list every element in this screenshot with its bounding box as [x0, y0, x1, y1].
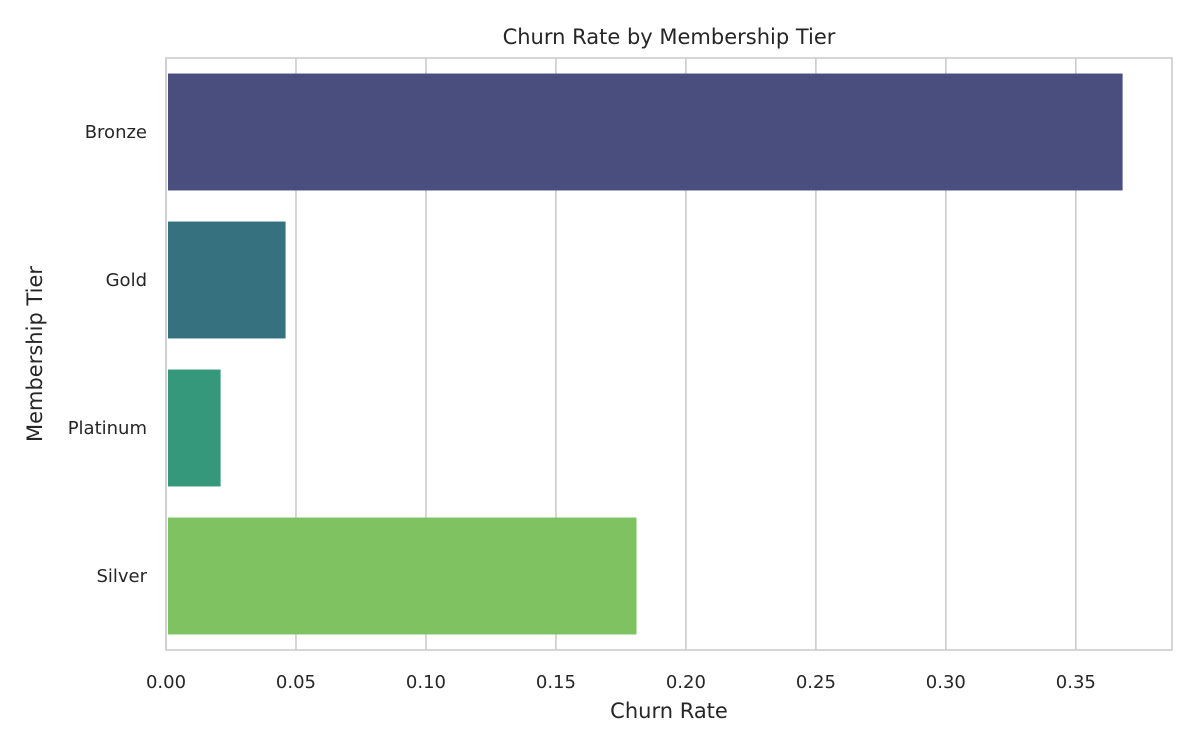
bar-silver	[168, 517, 637, 635]
plot-frame	[165, 57, 1173, 651]
x-tick-label: 0.30	[926, 672, 966, 693]
x-tick-label: 0.05	[276, 672, 316, 693]
chart-title: Churn Rate by Membership Tier	[503, 25, 836, 49]
y-tick-label: Gold	[106, 270, 147, 291]
x-tick-label: 0.15	[536, 672, 576, 693]
x-tick-label: 0.00	[146, 672, 186, 693]
y-axis-label: Membership Tier	[23, 266, 47, 442]
x-tick-label: 0.25	[796, 672, 836, 693]
bar-platinum	[168, 369, 221, 487]
bar-bronze	[168, 73, 1123, 191]
y-tick-labels: Bronze Gold Platinum Silver	[68, 122, 148, 587]
y-tick-label: Bronze	[85, 122, 147, 143]
bar-gold	[168, 221, 286, 339]
x-tick-label: 0.35	[1056, 672, 1096, 693]
x-tick-label: 0.20	[666, 672, 706, 693]
x-axis-label: Churn Rate	[610, 699, 728, 723]
x-tick-labels: 0.00 0.05 0.10 0.15 0.20 0.25 0.30 0.35	[146, 672, 1096, 693]
bars	[168, 73, 1123, 635]
y-tick-label: Platinum	[68, 418, 147, 439]
x-tick-label: 0.10	[406, 672, 446, 693]
y-tick-label: Silver	[96, 566, 147, 587]
